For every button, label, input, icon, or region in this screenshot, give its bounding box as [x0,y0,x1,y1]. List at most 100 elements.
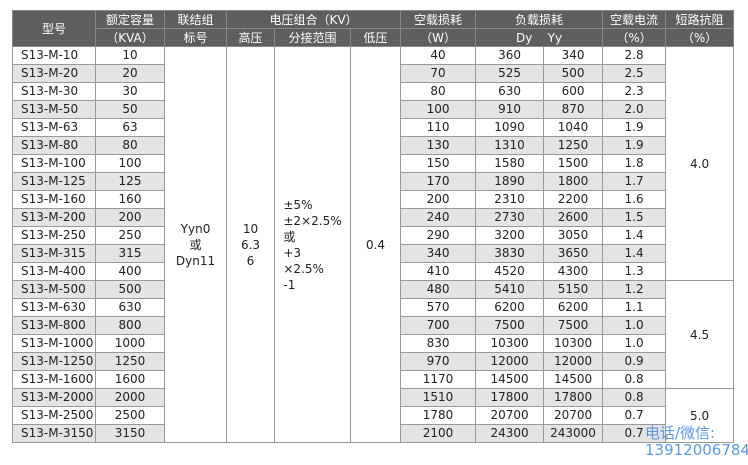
load-loss-yy-cell: 1040 [543,118,604,137]
noload-current-cell: 1.0 [602,334,667,353]
header-noload: 空载损耗 [400,10,477,29]
load-loss-dy-cell: 5410 [475,280,545,299]
load-loss-yy-cell: 12000 [543,352,604,371]
load-loss-dy-cell: 1090 [475,118,545,137]
load-loss-dy-cell: 3200 [475,226,545,245]
noload-current-cell: 0.7 [602,406,667,425]
load-loss-dy-cell: 3830 [475,244,545,263]
capacity-cell: 1600 [95,370,165,389]
model-cell: S13-M-500 [12,280,96,299]
merged-line: 10 [242,221,259,236]
merged-line: 6.3 [240,237,261,252]
load-loss-yy-cell: 870 [543,100,604,119]
merged-line: -1 [283,277,296,292]
noload-loss-cell: 130 [400,136,477,155]
table-row: S13-M-500 500 480 5410 5150 1.2 4.5 [12,280,735,389]
transformer-spec-table: 型号 额定容量 联结组 电压组合（KV） 空载损耗 负载损耗 空载电流 短路抗阻… [12,10,735,443]
load-loss-dy-cell: 1890 [475,172,545,191]
load-loss-yy-cell: 2200 [543,190,604,209]
load-loss-yy-cell: 243000 [543,424,604,443]
impedance-cell: 4.0 [665,46,735,281]
noload-loss-cell: 290 [400,226,477,245]
merged-line: 或 [189,237,202,252]
load-loss-dy-cell: 1310 [475,136,545,155]
merged-line: 或 [283,229,296,244]
model-cell: S13-M-160 [12,190,96,209]
capacity-cell: 2500 [95,406,165,425]
capacity-cell: 1250 [95,352,165,371]
load-loss-yy-cell: 4300 [543,262,604,281]
noload-loss-cell: 150 [400,154,477,173]
header-hv: 高压 [226,28,275,47]
table-row: S13-M-160 160 200 2310 2200 1.6 [12,190,734,209]
table-row: S13-M-2000 2000 1510 17800 17800 0.8 5.0 [12,388,735,443]
noload-loss-cell: 110 [400,118,477,137]
noload-loss-cell: 40 [400,46,477,65]
model-cell: S13-M-250 [12,226,96,245]
noload-loss-cell: 240 [400,208,477,227]
header-tap: 分接范围 [274,28,351,47]
load-loss-yy-cell: 1250 [543,136,604,155]
load-loss-dy-cell: 1580 [475,154,545,173]
load-loss-yy-cell: 10300 [543,334,604,353]
capacity-cell: 1000 [95,334,165,353]
capacity-cell: 500 [95,280,165,299]
model-cell: S13-M-10 [12,46,96,65]
capacity-cell: 63 [95,118,165,137]
noload-loss-cell: 340 [400,244,477,263]
load-loss-dy-cell: 6200 [475,298,545,317]
load-loss-dy-cell: 10300 [475,334,545,353]
header-current: 空载电流 [602,10,667,29]
noload-loss-cell: 2100 [400,424,477,443]
watermark-phone: 13912006784 [645,441,748,459]
merged-line: +3 [283,245,302,260]
load-loss-yy-cell: 1500 [543,154,604,173]
table-row: S13-M-400 400 410 4520 4300 1.3 [12,262,734,281]
table-row: S13-M-3150 3150 2100 24300 243000 0.7 [12,424,734,443]
table-row: S13-M-10 10 Yyn0 或 Dyn11 10 6.3 6 ±5% ±2×2.5% 或 +3 ×… [12,46,735,443]
noload-current-cell: 2.3 [602,82,667,101]
noload-current-cell: 1.9 [602,136,667,155]
merged-line: ±5% [283,197,313,212]
noload-loss-cell: 170 [400,172,477,191]
table-row: S13-M-1600 1600 1170 14500 14500 0.8 [12,370,734,389]
load-loss-dy-cell: 20700 [475,406,545,425]
load-loss-yy-cell: 17800 [543,388,604,407]
header-impedance-unit: （%） [665,28,735,47]
noload-current-cell: 2.0 [602,100,667,119]
capacity-cell: 20 [95,64,165,83]
load-loss-yy-cell: 1800 [543,172,604,191]
model-cell: S13-M-2500 [12,406,96,425]
noload-loss-cell: 100 [400,100,477,119]
load-loss-yy-cell: 3050 [543,226,604,245]
lv-cell: 0.4 [349,46,402,443]
noload-loss-cell: 480 [400,280,477,299]
noload-current-cell: 1.4 [602,244,667,263]
noload-current-cell: 1.4 [602,226,667,245]
load-loss-yy-cell: 7500 [543,316,604,335]
table-row: S13-M-2500 2500 1780 20700 20700 0.7 [12,406,734,425]
table-row: S13-M-315 315 340 3830 3650 1.4 [12,244,734,263]
contact-watermark: 电话/微信: 13912006784 [645,425,748,459]
model-cell: S13-M-1600 [12,370,96,389]
capacity-cell: 10 [95,46,165,65]
table-row: S13-M-50 50 100 910 870 2.0 [12,100,734,119]
capacity-cell: 630 [95,298,165,317]
model-cell: S13-M-2000 [12,388,96,407]
model-cell: S13-M-630 [12,298,96,317]
noload-current-cell: 1.2 [602,280,667,299]
load-loss-dy-cell: 12000 [475,352,545,371]
header-connection2: 标号 [164,28,227,47]
load-loss-yy-cell: 20700 [543,406,604,425]
load-loss-dy-cell: 24300 [475,424,545,443]
noload-loss-cell: 830 [400,334,477,353]
capacity-cell: 30 [95,82,165,101]
header-load: 负载损耗 [475,10,604,29]
model-cell: S13-M-100 [12,154,96,173]
tap-range-cell: ±5% ±2×2.5% 或 +3 ×2.5% -1 [274,46,351,443]
load-loss-yy-cell: 3650 [543,244,604,263]
noload-loss-cell: 1510 [400,388,477,407]
capacity-cell: 800 [95,316,165,335]
header-connection: 联结组 [164,10,227,29]
hv-cell: 10 6.3 6 [226,46,275,443]
